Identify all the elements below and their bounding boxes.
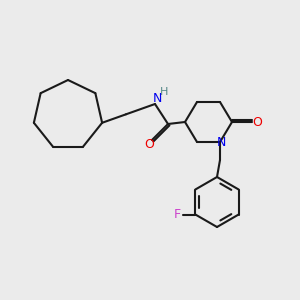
Text: O: O	[252, 116, 262, 128]
Text: N: N	[152, 92, 162, 106]
Text: O: O	[144, 139, 154, 152]
Text: N: N	[216, 136, 226, 149]
Text: F: F	[174, 208, 181, 221]
Text: H: H	[160, 87, 168, 97]
